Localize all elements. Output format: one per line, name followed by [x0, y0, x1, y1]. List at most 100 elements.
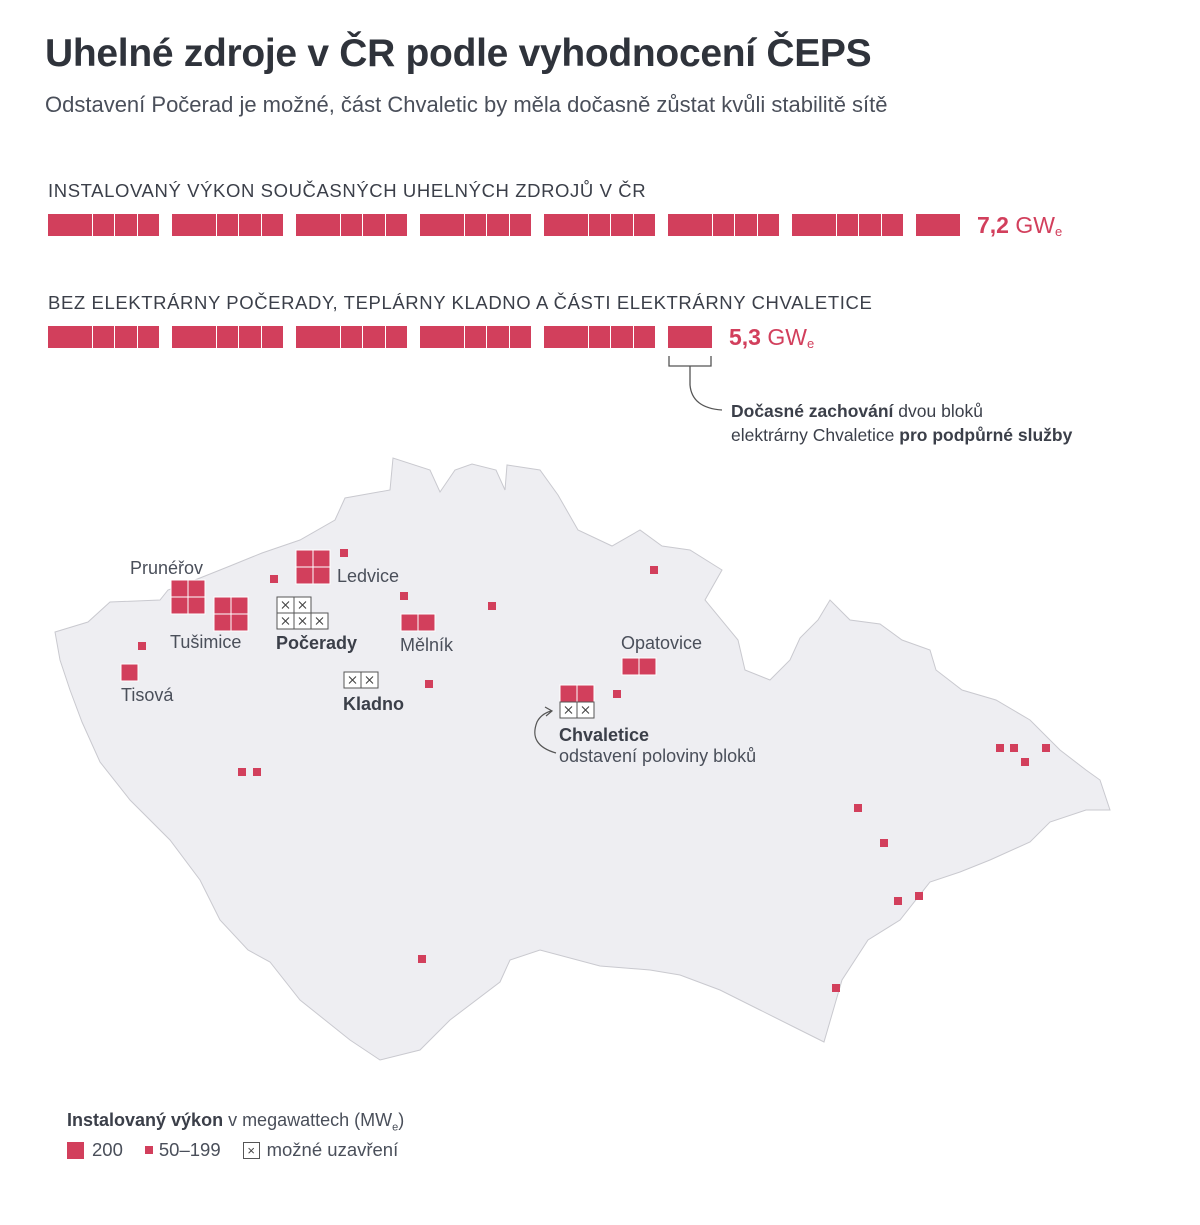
capacity-square: [566, 326, 588, 348]
capacity-square: [70, 326, 92, 348]
plant-melnik: [400, 613, 436, 632]
capacity-square: [588, 214, 611, 236]
capacity-square: [420, 326, 442, 348]
legend-small-label: 50–199: [158, 1139, 221, 1160]
capacity-square: [70, 214, 92, 236]
plant-ledvice: [295, 549, 331, 585]
capacity-square: [115, 326, 137, 348]
closure-box-icon: [559, 701, 578, 719]
small-plant-marker: [894, 897, 902, 905]
capacity-square: [137, 214, 160, 236]
page-title: Uhelné zdroje v ČR podle vyhodnocení ČEP…: [45, 32, 872, 75]
capacity-square: [48, 326, 70, 348]
bracket-connector: [668, 356, 723, 411]
total-value: 5,3: [729, 324, 761, 350]
total-current: 7,2 GWe: [977, 212, 1062, 239]
small-plant-marker: [880, 839, 888, 847]
plant-opatovice: [621, 657, 657, 676]
small-plant-marker: [418, 955, 426, 963]
legend-closure-icon: ×: [242, 1141, 260, 1159]
capacity-square: [318, 326, 340, 348]
capacity-square: [48, 214, 70, 236]
capacity-square: [509, 214, 532, 236]
small-plant-marker: [1042, 744, 1050, 752]
label-prunerov: Prunéřov: [130, 558, 203, 578]
legend-title-bold: Instalovaný výkon: [67, 1110, 224, 1130]
small-plant-marker: [253, 768, 261, 776]
capacity-square: [611, 214, 633, 236]
legend-small-square-icon: [144, 1146, 153, 1154]
capacity-square: [690, 326, 712, 348]
capacity-square: [239, 326, 261, 348]
closure-box-icon: [293, 596, 312, 614]
capacity-square: [690, 214, 712, 236]
czech-republic-outline: [54, 457, 1111, 1061]
small-plant-marker: [854, 804, 862, 812]
capacity-square: [544, 214, 566, 236]
capacity-square: [633, 214, 656, 236]
capacity-square: [385, 326, 408, 348]
small-plant-marker: [650, 566, 658, 574]
capacity-square: [464, 326, 487, 348]
capacity-square: [757, 214, 780, 236]
label-pocerady: Počerady: [276, 633, 357, 653]
capacity-square: [92, 214, 115, 236]
small-plant-marker: [400, 592, 408, 600]
small-plants-group: [138, 549, 1050, 992]
annotation-chvaletice: Dočasné zachování dvou bloků elektrárny …: [731, 399, 1072, 447]
capacity-square: [442, 326, 464, 348]
capacity-square: [633, 326, 656, 348]
capacity-square: [611, 326, 633, 348]
closure-box-icon: [276, 612, 295, 630]
total-value: 7,2: [977, 212, 1009, 238]
capacity-square: [487, 326, 509, 348]
closure-blocks: [276, 596, 595, 719]
capacity-square: [194, 326, 216, 348]
capacity-square: [509, 326, 532, 348]
capacity-square: [464, 214, 487, 236]
capacity-square: [261, 214, 284, 236]
small-plant-marker: [270, 575, 278, 583]
closure-box-icon: [360, 671, 379, 689]
legend-title: Instalovaný výkon v megawattech (MWe): [67, 1110, 404, 1134]
plant-tisova: [120, 663, 139, 682]
legend-title-end: ): [398, 1110, 405, 1130]
legend-title-sub: e: [392, 1121, 399, 1134]
capacity-square: [442, 214, 464, 236]
capacity-square: [881, 214, 904, 236]
small-plant-marker: [832, 984, 840, 992]
legend: 200 50–199 × možné uzavření: [67, 1139, 398, 1161]
legend-large-square-icon: [67, 1141, 84, 1159]
arrow-chvaletice: [534, 706, 557, 754]
capacity-square: [938, 214, 960, 236]
capacity-square: [296, 326, 318, 348]
capacity-square: [172, 214, 194, 236]
total-unit: GW: [1015, 212, 1055, 238]
capacity-square: [420, 214, 442, 236]
closure-box-icon: [343, 671, 362, 689]
small-plant-marker: [613, 690, 621, 698]
capacity-square: [385, 214, 408, 236]
small-plant-marker: [1010, 744, 1018, 752]
capacity-square: [916, 214, 938, 236]
bar-label-without: BEZ ELEKTRÁRNY POČERADY, TEPLÁRNY KLADNO…: [48, 292, 873, 313]
small-plant-marker: [996, 744, 1004, 752]
legend-closure-label: možné uzavření: [266, 1139, 399, 1160]
label-kladno: Kladno: [343, 694, 404, 714]
closure-box-icon: [310, 612, 329, 630]
label-chvaletice-note: odstavení poloviny bloků: [559, 746, 756, 766]
legend-title-text: v megawattech (MW: [223, 1110, 393, 1130]
capacity-square: [296, 214, 318, 236]
capacity-square: [340, 214, 363, 236]
annotation-bold: Dočasné zachování: [731, 401, 894, 421]
bar-label-current: INSTALOVANÝ VÝKON SOUČASNÝCH UHELNÝCH ZD…: [48, 180, 647, 201]
capacity-square: [216, 214, 239, 236]
capacity-square: [172, 326, 194, 348]
capacity-square: [363, 214, 385, 236]
page-subtitle: Odstavení Počerad je možné, část Chvalet…: [45, 92, 888, 117]
capacity-square: [544, 326, 566, 348]
capacity-square: [92, 326, 115, 348]
capacity-square: [239, 214, 261, 236]
